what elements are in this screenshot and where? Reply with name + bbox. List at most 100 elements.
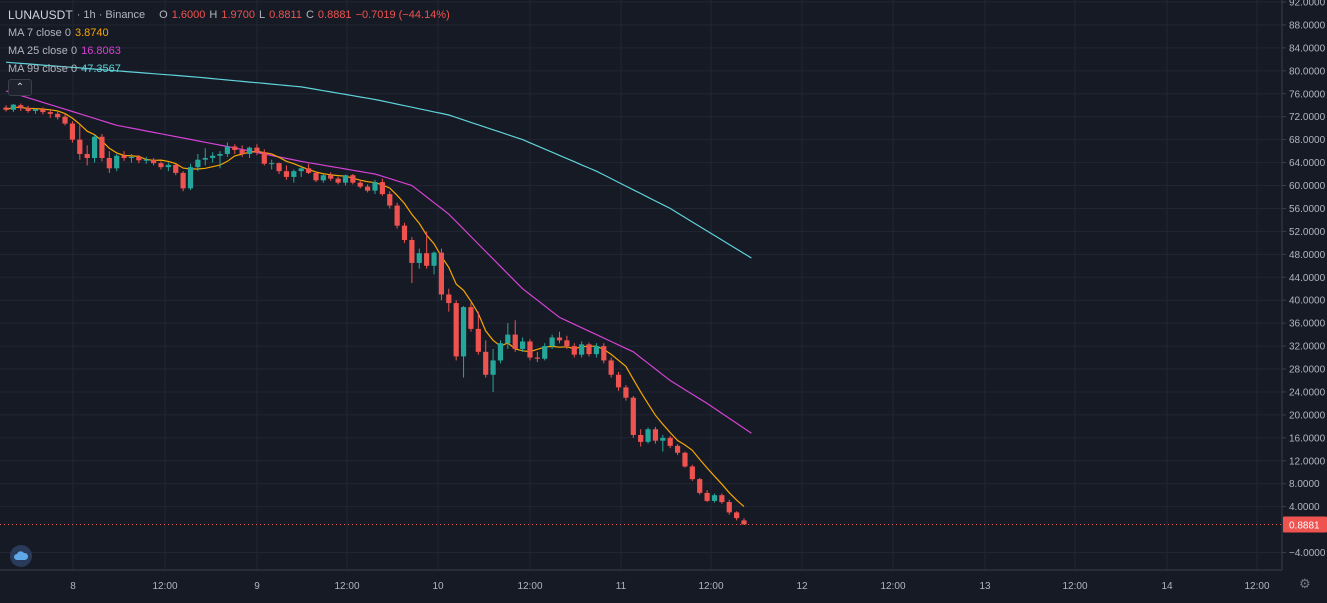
ma99-value: 47.3567 [81,63,121,75]
candle-body [424,253,430,266]
candle-body [84,153,90,158]
candle-body [460,307,467,357]
candle-body [586,344,592,355]
ma7-row[interactable]: MA 7 close 0 3.8740 [8,24,450,42]
candle-body [505,334,511,344]
gear-icon[interactable]: ⚙ [1299,576,1311,591]
x-tick-label: 10 [432,581,444,592]
candle-body [77,139,83,154]
candle-body [660,437,666,441]
interval-exchange: · 1h · Binance [76,9,146,21]
candle-body [446,294,452,304]
candle-body [276,163,282,172]
candle-body [564,340,570,347]
tradingview-logo-icon[interactable] [10,545,32,567]
candle-body [571,346,577,355]
x-tick-label: 12:00 [1244,581,1269,592]
candle-body [69,123,76,140]
y-tick-label: 52.0000 [1289,227,1326,238]
candle-body [106,157,112,169]
candle-body [542,346,548,359]
candle-body [615,374,622,388]
candle-body [579,344,585,355]
candle-body [40,109,46,113]
candle-body [3,107,9,110]
candle-body [320,175,326,181]
candle-body [682,452,688,467]
close-value: 0.8881 [317,9,352,21]
candle-body [652,429,659,441]
candle-body [674,445,681,453]
candle-body [335,178,341,183]
y-tick-label: 84.0000 [1289,43,1326,54]
candle-body [438,252,445,295]
candle-body [379,182,385,195]
candle-body [431,252,437,266]
candle-body [143,159,149,161]
x-tick-label: 12:00 [1062,581,1087,592]
y-tick-label: −4.0000 [1289,548,1326,559]
candle-body [630,397,636,435]
candle-body [372,182,378,191]
y-tick-label: 20.0000 [1289,410,1326,421]
open-label: O [159,9,168,21]
candle-body [497,343,504,361]
candle-body [99,136,105,158]
y-tick-label: 36.0000 [1289,319,1326,330]
y-tick-label: 4.0000 [1289,502,1320,513]
candle-body [638,434,644,442]
candle-body [468,307,474,329]
candle-body [18,105,24,109]
ma99-line [5,61,752,259]
candle-body [217,153,223,156]
candle-body [305,168,312,173]
x-tick-label: 14 [1161,581,1173,592]
y-tick-label: 80.0000 [1289,66,1326,77]
symbol-name[interactable]: LUNAUSDT [8,8,73,22]
candle-body [719,495,725,503]
y-tick-label: 88.0000 [1289,20,1326,31]
candle-body [608,360,614,375]
candle-body [283,171,290,177]
x-tick-label: 12 [796,581,808,592]
candle-body [232,146,238,150]
candle-body [128,156,135,158]
y-tick-label: 48.0000 [1289,250,1326,261]
chevron-up-icon: ⌃ [15,82,25,93]
candle-body [453,303,459,357]
legend-collapse-button[interactable]: ⌃ [8,79,32,96]
candle-body [47,112,53,114]
candle-body [195,159,201,168]
candle-body [239,149,245,154]
y-tick-label: 28.0000 [1289,365,1326,376]
candle-body [549,337,555,347]
ma7-label: MA 7 close 0 [8,27,71,39]
candle-body [158,163,164,168]
candle-body [704,492,710,501]
y-tick-label: 12.0000 [1289,456,1326,467]
ma25-row[interactable]: MA 25 close 0 16.8063 [8,42,450,60]
y-tick-label: 44.0000 [1289,273,1326,284]
candle-body [490,360,496,375]
x-tick-label: 9 [254,581,260,592]
high-value: 1.9700 [221,9,255,21]
candle-body [401,225,408,240]
candle-body [623,387,629,398]
ma25-label: MA 25 close 0 [8,45,78,57]
candle-body [342,175,349,183]
candle-body [689,466,695,480]
candle-body [734,512,740,519]
ma99-row[interactable]: MA 99 close 0 47.3567 [8,60,450,78]
candle-body [269,163,275,165]
symbol-row: LUNAUSDT · 1h · Binance O 1.6000 H 1.9700 … [8,6,450,24]
ma25-line [5,90,752,434]
candle-body [121,155,127,158]
candle-body [62,116,68,124]
x-tick-label: 11 [616,581,627,592]
candle-body [10,104,16,110]
ma25-value: 16.8063 [81,45,121,57]
low-label: L [259,9,266,21]
x-tick-label: 12:00 [698,581,723,592]
